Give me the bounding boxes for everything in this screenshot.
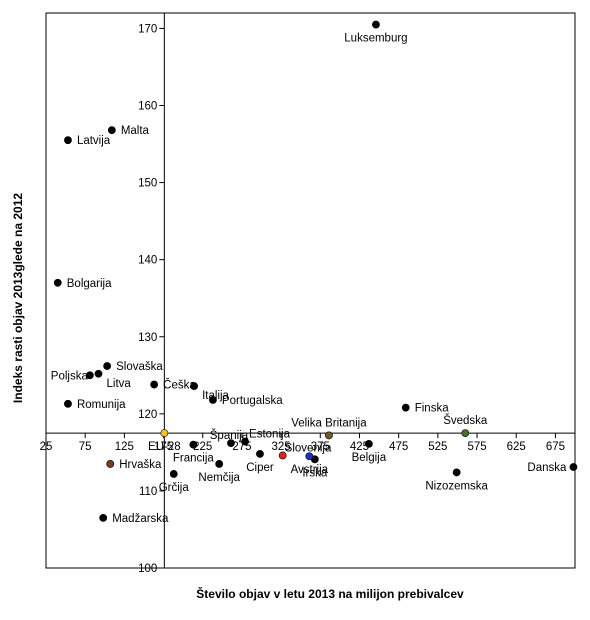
data-point: [150, 380, 159, 389]
data-point: [189, 440, 198, 449]
y-axis: 100 110 120 130 140 150 160 170: [138, 13, 165, 575]
data-point: [569, 463, 578, 471]
data-point-label: Litva: [107, 378, 132, 390]
data-point-label: Irska: [302, 467, 328, 479]
data-point-label: Nemčija: [198, 472, 240, 484]
x-tick-label: 25: [40, 441, 53, 453]
data-point: [452, 468, 461, 477]
data-point-label: Ciper: [246, 462, 274, 474]
data-point: [372, 20, 380, 29]
y-tick-label: 160: [138, 101, 157, 113]
y-tick-label: 120: [138, 409, 157, 421]
data-point-label: Nizozemska: [425, 480, 488, 492]
data-point: [169, 470, 178, 478]
data-point-label: Belgija: [352, 452, 387, 464]
data-point: [64, 136, 72, 145]
data-point-label: Hrvaška: [119, 459, 162, 471]
x-tick-label: 425: [350, 441, 369, 453]
data-point: [64, 399, 72, 408]
data-point-label: Danska: [527, 462, 567, 474]
y-tick-label: 100: [138, 563, 157, 575]
data-point-label: Portugalska: [222, 395, 283, 407]
data-point: [103, 362, 112, 370]
x-tick-label: 475: [389, 441, 408, 453]
data-point-label: Velika Britanija: [291, 417, 367, 429]
x-tick-label: 75: [79, 441, 92, 453]
data-point: [241, 437, 249, 446]
data-point-label: Estonija: [249, 429, 291, 441]
x-tick-label: 325: [272, 441, 291, 453]
plot-area: [45, 12, 576, 569]
data-point: [99, 513, 108, 522]
data-point-label: EU-28: [148, 441, 181, 453]
y-axis-title: Indeks rasti objav 2013glede na 2012: [11, 193, 25, 403]
data-point: [106, 460, 115, 468]
data-point-label: Bolgarija: [67, 278, 112, 290]
x-axis-title: Število objav v letu 2013 na milijon pre…: [196, 586, 464, 601]
data-point-label: Francija: [173, 453, 215, 465]
data-point-label: Malta: [121, 125, 150, 137]
data-point-label: Avstrija: [291, 464, 329, 476]
data-point-label: Slovenija: [285, 442, 332, 454]
y-tick-label: 170: [138, 23, 157, 35]
data-point: [160, 429, 169, 438]
data-point: [94, 369, 103, 378]
data-point: [278, 451, 287, 460]
y-tick-label: 150: [138, 178, 157, 190]
x-tick-label: 175: [154, 441, 173, 453]
y-tick-label: 110: [139, 486, 157, 498]
data-point-label: Finska: [415, 403, 449, 415]
x-axis: 25 75 125 175 225 275 325 375 425 475 525 575 625 675: [40, 432, 575, 453]
data-point-label: Luksemburg: [344, 33, 407, 45]
data-point: [305, 452, 314, 461]
data-point: [85, 371, 94, 380]
data-point: [461, 429, 470, 438]
data-point: [53, 278, 62, 287]
data-point-label: Slovaška: [116, 361, 163, 373]
data-point: [107, 126, 116, 135]
data-point-label: Latvija: [77, 135, 111, 147]
data-point-label: Španija: [210, 429, 249, 442]
data-point: [401, 403, 410, 412]
data-point-label: Češka: [163, 379, 196, 392]
data-point: [364, 439, 373, 448]
data-point: [209, 396, 217, 404]
x-tick-label: 125: [115, 441, 134, 453]
x-tick-label: 525: [428, 441, 447, 453]
x-tick-label: 225: [193, 441, 212, 453]
x-tick-label: 575: [467, 441, 486, 453]
x-tick-label: 625: [507, 441, 526, 453]
data-points: Luksemburg Malta Latvija Bolgarija Slovaška P…: [51, 20, 578, 525]
x-tick-label: 375: [311, 441, 330, 453]
data-point-label: Madžarska: [112, 513, 169, 525]
data-point-label: Grčija: [159, 482, 190, 494]
data-point-label: Romunija: [77, 399, 126, 411]
data-point: [256, 450, 264, 458]
data-point-label: Poljska: [51, 370, 89, 382]
data-point: [325, 431, 333, 440]
data-point: [227, 439, 235, 448]
data-point: [215, 460, 224, 468]
y-tick-label: 130: [138, 332, 157, 344]
x-tick-label: 675: [546, 441, 565, 453]
data-point: [190, 382, 199, 390]
data-point-label: Italija: [202, 390, 229, 402]
data-point-label: Švedska: [443, 414, 488, 427]
y-tick-label: 140: [138, 255, 157, 267]
